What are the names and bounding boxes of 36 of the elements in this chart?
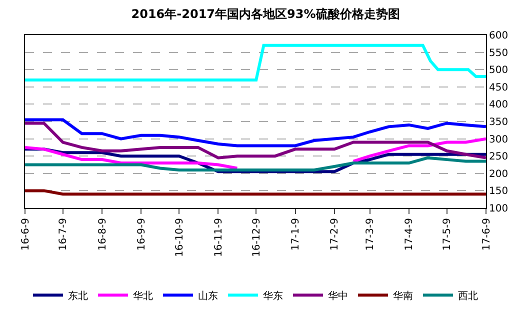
y-tick-label: 150 <box>489 186 508 198</box>
legend-label: 西北 <box>458 290 478 302</box>
x-tick-label: 17-2-9 <box>330 218 341 251</box>
legend-label: 华中 <box>328 290 348 302</box>
y-tick-label: 350 <box>489 117 508 128</box>
y-tick-label: 200 <box>489 168 508 180</box>
line-series <box>25 122 486 160</box>
x-tick-label: 16-10-9 <box>174 218 186 258</box>
x-tick-label: 16-9-9 <box>136 218 148 251</box>
y-tick-label: 600 <box>489 30 508 42</box>
y-tick-label: 400 <box>489 100 508 111</box>
x-tick-label: 17-1-9 <box>290 218 302 251</box>
y-tick-label: 450 <box>489 82 508 94</box>
chart-title: 2016年-2017年国内各地区93%硫酸价格走势图 <box>131 7 400 22</box>
x-tick-label: 17-6-9 <box>481 218 492 251</box>
x-tick-label: 17-4-9 <box>404 218 416 251</box>
x-tick-label: 16-7-9 <box>58 218 70 251</box>
y-tick-label: 500 <box>489 65 508 76</box>
x-tick-label: 16-6-9 <box>20 218 32 251</box>
line-series <box>25 118 486 148</box>
legend-label: 华北 <box>133 290 153 302</box>
x-tick-label: 16-12-9 <box>251 218 262 258</box>
y-tick-label: 250 <box>489 152 508 163</box>
legend-label: 华南 <box>393 290 413 302</box>
line-series <box>25 44 486 82</box>
line-series <box>25 156 486 172</box>
x-tick-label: 16-11-9 <box>213 218 224 258</box>
legend-label: 华东 <box>263 290 283 302</box>
y-tick-label: 300 <box>489 134 508 146</box>
x-tick-label: 16-8-9 <box>97 218 108 251</box>
x-tick-label: 17-5-9 <box>442 218 454 251</box>
y-tick-label: 550 <box>489 48 508 59</box>
legend-label: 东北 <box>68 290 88 302</box>
y-tick-label: 100 <box>489 204 508 214</box>
x-tick-label: 17-3-9 <box>365 218 376 251</box>
legend-label: 山东 <box>198 290 218 302</box>
